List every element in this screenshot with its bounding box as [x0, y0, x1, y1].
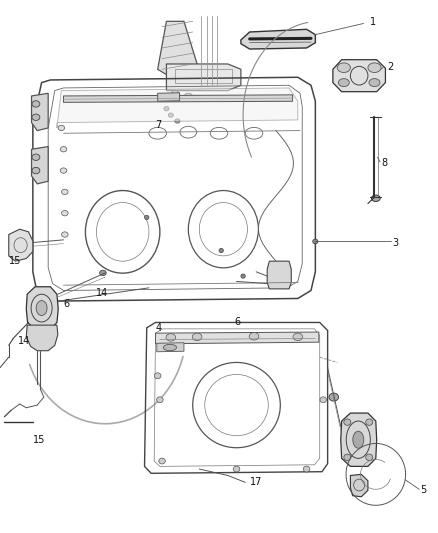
Ellipse shape — [175, 119, 180, 123]
Text: 8: 8 — [381, 158, 387, 167]
Polygon shape — [333, 60, 385, 92]
Polygon shape — [32, 147, 48, 184]
Ellipse shape — [303, 466, 310, 472]
Ellipse shape — [313, 239, 318, 244]
Ellipse shape — [369, 78, 380, 86]
Text: 5: 5 — [420, 486, 427, 495]
Text: 17: 17 — [250, 478, 262, 487]
Text: 4: 4 — [155, 323, 162, 333]
Ellipse shape — [249, 333, 259, 340]
Ellipse shape — [60, 147, 67, 152]
Ellipse shape — [219, 248, 223, 253]
Ellipse shape — [329, 393, 339, 401]
Ellipse shape — [99, 270, 106, 276]
Ellipse shape — [166, 334, 176, 341]
Ellipse shape — [366, 454, 373, 461]
Text: 1: 1 — [370, 18, 376, 27]
Polygon shape — [158, 93, 180, 101]
Ellipse shape — [145, 215, 149, 220]
Ellipse shape — [60, 168, 67, 173]
Polygon shape — [26, 287, 58, 329]
Ellipse shape — [32, 154, 40, 160]
Ellipse shape — [353, 431, 364, 448]
Text: 15: 15 — [9, 256, 21, 266]
Ellipse shape — [32, 167, 40, 174]
Ellipse shape — [368, 63, 381, 72]
Polygon shape — [157, 343, 184, 352]
Ellipse shape — [366, 419, 373, 425]
Ellipse shape — [163, 344, 177, 351]
Polygon shape — [57, 88, 298, 128]
Ellipse shape — [61, 232, 68, 237]
Ellipse shape — [164, 107, 169, 111]
Text: 6: 6 — [64, 299, 70, 309]
Ellipse shape — [154, 373, 161, 378]
Polygon shape — [350, 474, 368, 497]
Polygon shape — [267, 261, 291, 289]
Polygon shape — [341, 413, 377, 466]
Polygon shape — [32, 93, 48, 131]
Text: 14: 14 — [96, 288, 109, 298]
Ellipse shape — [36, 301, 47, 316]
Ellipse shape — [32, 114, 40, 120]
Ellipse shape — [184, 93, 192, 99]
Text: 7: 7 — [155, 120, 162, 130]
Polygon shape — [241, 29, 315, 49]
Ellipse shape — [193, 96, 201, 101]
Ellipse shape — [58, 125, 65, 131]
Ellipse shape — [344, 454, 351, 461]
Ellipse shape — [233, 466, 240, 472]
Text: 2: 2 — [388, 62, 394, 71]
Ellipse shape — [338, 78, 350, 86]
Polygon shape — [166, 64, 241, 91]
Ellipse shape — [337, 63, 350, 72]
Polygon shape — [155, 332, 319, 344]
Ellipse shape — [159, 458, 166, 464]
Polygon shape — [158, 21, 197, 75]
Ellipse shape — [371, 195, 380, 201]
Ellipse shape — [61, 189, 68, 195]
Ellipse shape — [241, 274, 245, 278]
Ellipse shape — [192, 333, 202, 341]
Ellipse shape — [320, 397, 326, 403]
Polygon shape — [9, 229, 33, 261]
Ellipse shape — [344, 419, 351, 425]
Ellipse shape — [61, 211, 68, 216]
Text: 6: 6 — [234, 318, 240, 327]
Ellipse shape — [293, 333, 303, 341]
Text: 3: 3 — [392, 238, 398, 247]
Ellipse shape — [157, 397, 163, 403]
Polygon shape — [64, 95, 293, 102]
Text: 14: 14 — [18, 336, 30, 346]
Ellipse shape — [171, 91, 179, 96]
Text: 15: 15 — [33, 435, 45, 445]
Polygon shape — [26, 325, 58, 351]
Ellipse shape — [168, 113, 173, 117]
Ellipse shape — [32, 101, 40, 107]
